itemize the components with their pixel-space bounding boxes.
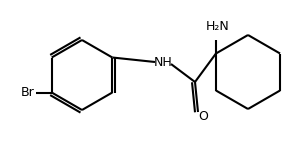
Text: H₂N: H₂N bbox=[206, 20, 230, 33]
Text: NH: NH bbox=[154, 57, 172, 69]
Text: O: O bbox=[198, 111, 208, 124]
Text: Br: Br bbox=[21, 86, 35, 99]
